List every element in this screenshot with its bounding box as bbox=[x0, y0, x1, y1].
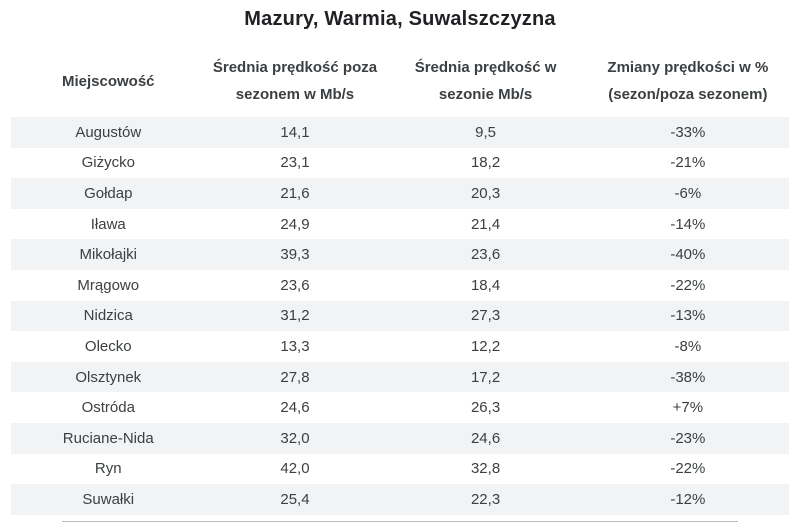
change-cell: -38% bbox=[670, 368, 706, 386]
table-row: Nidzica 31,2 27,3 -13% bbox=[11, 300, 789, 332]
table-row: Ruciane-Nida 32,0 24,6 -23% bbox=[11, 422, 789, 454]
off-season-speed-cell: 13,3 bbox=[280, 337, 310, 355]
in-season-speed-cell: 23,6 bbox=[470, 246, 501, 264]
city-cell: Augustów bbox=[75, 123, 142, 141]
in-season-speed-cell: 26,3 bbox=[470, 399, 501, 417]
city-cell: Giżycko bbox=[81, 154, 135, 172]
in-season-speed-cell: 32,8 bbox=[470, 460, 501, 478]
table-row: Mrągowo 23,6 18,4 -22% bbox=[11, 270, 789, 301]
off-season-speed-cell: 42,0 bbox=[280, 460, 310, 478]
change-cell: -14% bbox=[670, 215, 706, 233]
change-cell: -6% bbox=[674, 184, 702, 202]
city-cell: Ruciane-Nida bbox=[62, 429, 154, 447]
table-row: Augustów 14,1 9,5 -33% bbox=[11, 117, 789, 148]
off-season-speed-cell: 24,6 bbox=[280, 399, 310, 417]
city-cell: Ryn bbox=[94, 460, 122, 478]
header-line: Miejscowość bbox=[61, 72, 155, 90]
table-row: Giżycko 23,1 18,2 -21% bbox=[11, 148, 789, 179]
city-cell: Nidzica bbox=[83, 307, 133, 325]
city-cell: Mrągowo bbox=[77, 276, 140, 294]
in-season-speed-cell: 17,2 bbox=[470, 368, 501, 386]
in-season-speed-cell: 24,6 bbox=[470, 429, 501, 447]
off-season-speed-cell: 39,3 bbox=[280, 246, 310, 264]
header-line: sezonie Mb/s bbox=[438, 86, 533, 103]
column-header-change-percent: Zmiany prędkości w % (sezon/poza sezonem… bbox=[587, 31, 789, 117]
off-season-speed-cell: 14,1 bbox=[280, 123, 310, 141]
speed-table: Miejscowość Średnia prędkość poza sezone… bbox=[11, 31, 789, 515]
change-cell: -21% bbox=[670, 154, 706, 172]
city-cell: Ostróda bbox=[81, 399, 135, 417]
change-cell: -13% bbox=[670, 307, 706, 325]
city-cell: Iława bbox=[90, 215, 126, 233]
change-cell: -23% bbox=[670, 429, 706, 447]
table-row: Olecko 13,3 12,2 -8% bbox=[11, 331, 789, 362]
in-season-speed-cell: 22,3 bbox=[470, 490, 501, 508]
change-cell: -40% bbox=[670, 246, 706, 264]
city-cell: Olecko bbox=[84, 337, 132, 355]
off-season-speed-cell: 23,1 bbox=[280, 154, 310, 172]
in-season-speed-cell: 12,2 bbox=[470, 337, 501, 355]
table-header: Miejscowość Średnia prędkość poza sezone… bbox=[11, 31, 789, 117]
table-row: Mikołajki 39,3 23,6 -40% bbox=[11, 239, 789, 270]
in-season-speed-cell: 18,2 bbox=[470, 154, 501, 172]
off-season-speed-cell: 25,4 bbox=[280, 490, 310, 508]
table-row: Ostróda 24,6 26,3 +7% bbox=[11, 392, 789, 423]
header-row: Miejscowość Średnia prędkość poza sezone… bbox=[11, 31, 789, 117]
page-title: Mazury, Warmia, Suwalszczyzna bbox=[244, 8, 556, 30]
in-season-speed-cell: 20,3 bbox=[470, 184, 501, 202]
off-season-speed-cell: 24,9 bbox=[280, 215, 310, 233]
off-season-speed-cell: 32,0 bbox=[280, 429, 310, 447]
off-season-speed-cell: 21,6 bbox=[280, 184, 310, 202]
column-header-in-season-speed: Średnia prędkość w sezonie Mb/s bbox=[384, 31, 586, 117]
table-body: Augustów 14,1 9,5 -33% Giżycko 23,1 18,2… bbox=[11, 117, 789, 515]
city-cell: Gołdap bbox=[84, 184, 133, 202]
off-season-speed-cell: 31,2 bbox=[280, 307, 310, 325]
change-cell: +7% bbox=[672, 399, 704, 417]
in-season-speed-cell: 21,4 bbox=[470, 215, 501, 233]
header-line: sezonem w Mb/s bbox=[235, 86, 355, 103]
table-row: Olsztynek 27,8 17,2 -38% bbox=[11, 361, 789, 393]
change-cell: -12% bbox=[670, 490, 706, 508]
city-cell: Olsztynek bbox=[75, 368, 142, 386]
header-line: Średnia prędkość poza bbox=[212, 59, 378, 76]
off-season-speed-cell: 23,6 bbox=[280, 276, 310, 294]
column-header-city: Miejscowość bbox=[11, 31, 206, 117]
table-row: Gołdap 21,6 20,3 -6% bbox=[11, 178, 789, 209]
header-line: (sezon/poza sezonem) bbox=[608, 86, 768, 103]
city-cell: Suwałki bbox=[82, 490, 135, 508]
header-line: Zmiany prędkości w % bbox=[607, 59, 769, 76]
table-row: Suwałki 25,4 22,3 -12% bbox=[11, 484, 789, 515]
change-cell: -22% bbox=[670, 460, 706, 478]
off-season-speed-cell: 27,8 bbox=[280, 368, 310, 386]
header-line: Średnia prędkość w bbox=[414, 59, 557, 76]
change-cell: -22% bbox=[670, 276, 706, 294]
in-season-speed-cell: 18,4 bbox=[470, 276, 501, 294]
column-header-off-season-speed: Średnia prędkość poza sezonem w Mb/s bbox=[206, 31, 385, 117]
table-row: Ryn 42,0 32,8 -22% bbox=[11, 454, 789, 485]
in-season-speed-cell: 9,5 bbox=[475, 123, 496, 141]
bottom-divider bbox=[62, 520, 738, 522]
city-cell: Mikołajki bbox=[79, 246, 137, 264]
in-season-speed-cell: 27,3 bbox=[470, 307, 501, 325]
change-cell: -33% bbox=[670, 123, 706, 141]
table-row: Iława 24,9 21,4 -14% bbox=[11, 209, 789, 240]
change-cell: -8% bbox=[674, 337, 702, 355]
